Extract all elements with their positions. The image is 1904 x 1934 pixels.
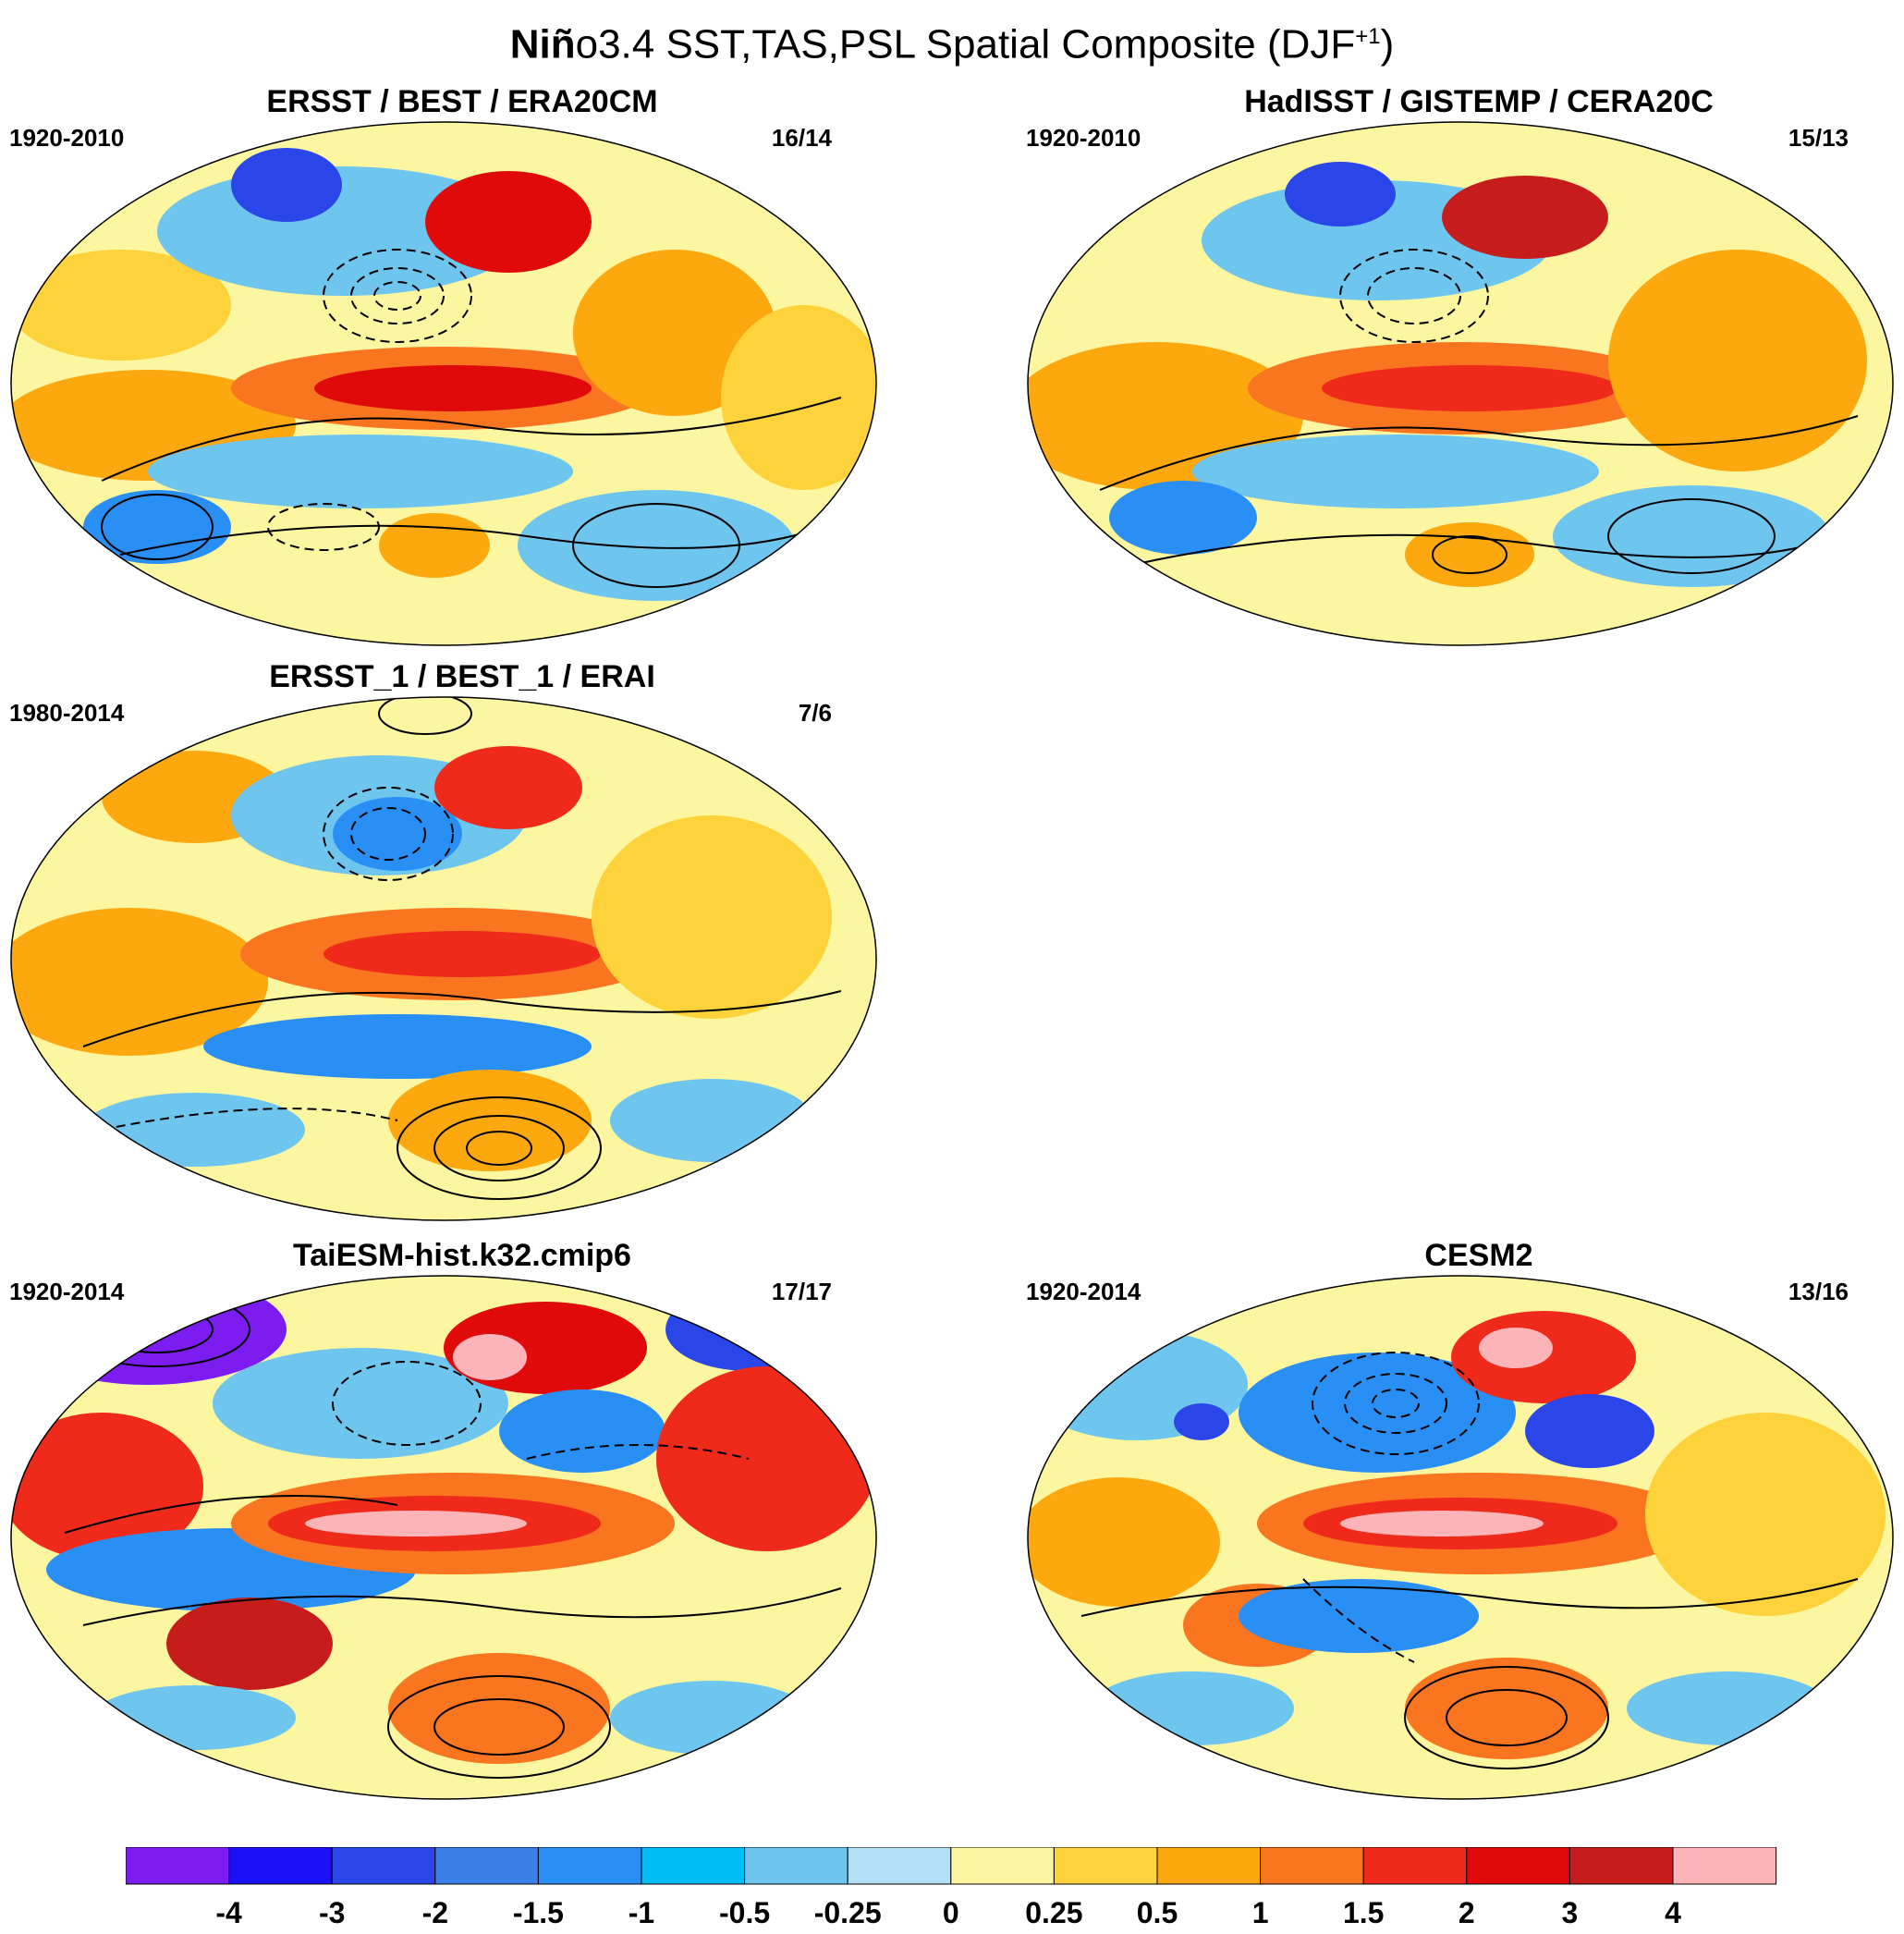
colorbar-swatch: [1362, 1847, 1468, 1885]
panel-title: ERSST / BEST / ERA20CM: [266, 84, 658, 119]
colorbar-tick-label: 0.5: [1137, 1896, 1178, 1929]
title-close: ): [1380, 21, 1395, 67]
panel-count: 7/6: [798, 699, 832, 727]
map-panel-3: ERSST_1 / BEST_1 / ERAI 1980-2014 7/6: [0, 658, 924, 1231]
world-map-composite: [1027, 121, 1894, 646]
colorbar-swatch: [847, 1847, 952, 1885]
colorbar-swatch: [1053, 1847, 1158, 1885]
colorbar-tick-label: -1.5: [513, 1896, 564, 1929]
world-map-composite: [1027, 1275, 1894, 1800]
colorbar-swatch: [434, 1847, 539, 1885]
panel-period: 1920-2014: [1026, 1278, 1141, 1305]
title-superscript: +1: [1355, 24, 1381, 49]
colorbar-tick-label: -0.25: [814, 1896, 882, 1929]
panel-title: CESM2: [1424, 1238, 1533, 1273]
world-map-composite: [10, 696, 877, 1221]
panel-period: 1920-2010: [9, 124, 125, 152]
panel-title: TaiESM-hist.k32.cmip6: [293, 1238, 631, 1273]
panel-period: 1920-2010: [1026, 124, 1141, 152]
colorbar-swatch: [1466, 1847, 1570, 1885]
colorbar-tick-label: 3: [1562, 1896, 1579, 1929]
colorbar-tick-label: 1: [1252, 1896, 1269, 1929]
colorbar-swatch: [537, 1847, 642, 1885]
colorbar-tick-label: -3: [319, 1896, 345, 1929]
colorbar-tick-label: -1: [629, 1896, 654, 1929]
colorbar-tick-label: -0.5: [719, 1896, 770, 1929]
colorbar-swatch: [641, 1847, 746, 1885]
panel-title: ERSST_1 / BEST_1 / ERAI: [269, 659, 655, 694]
colorbar-tick-label: 0: [943, 1896, 959, 1929]
panel-title: HadISST / GISTEMP / CERA20C: [1244, 84, 1714, 119]
colorbar-tick-label: 0.25: [1025, 1896, 1082, 1929]
colorbar-tick-label: -4: [215, 1896, 242, 1929]
colorbar-swatch: [1568, 1847, 1674, 1885]
colorbar-swatch: [1672, 1847, 1777, 1885]
map-panel-2: HadISST / GISTEMP / CERA20C 1920-2010 15…: [1017, 83, 1904, 656]
title-rest: o3.4 SST,TAS,PSL Spatial Composite (DJF: [575, 21, 1356, 67]
colorbar-tick-label: 2: [1459, 1896, 1475, 1929]
colorbar-swatch: [1260, 1847, 1364, 1885]
colorbar-tick-label: -2: [422, 1896, 448, 1929]
world-map-composite: [10, 1275, 877, 1800]
colorbar-tick-label: 4: [1665, 1896, 1681, 1929]
panel-count: 16/14: [771, 124, 832, 152]
world-map-composite: [10, 121, 877, 646]
panel-period: 1980-2014: [9, 699, 125, 727]
colorbar-swatch: [1156, 1847, 1262, 1885]
map-panel-4: TaiESM-hist.k32.cmip6 1920-2014 17/17: [0, 1237, 924, 1810]
colorbar-swatch: [331, 1847, 436, 1885]
colorbar-swatch: [950, 1847, 1055, 1885]
map-panel-1: ERSST / BEST / ERA20CM 1920-2010 16/14: [0, 83, 924, 656]
panel-count: 13/16: [1788, 1278, 1849, 1305]
colorbar-swatch: [744, 1847, 848, 1885]
figure-title: Niño3.4 SST,TAS,PSL Spatial Composite (D…: [0, 13, 1904, 69]
map-panel-5: CESM2 1920-2014 13/16: [1017, 1237, 1904, 1810]
colorbar-tick-label: 1.5: [1343, 1896, 1384, 1929]
title-bold-part: Niñ: [509, 21, 576, 67]
panel-count: 15/13: [1788, 124, 1849, 152]
colorbar-swatch: [126, 1847, 230, 1885]
panel-period: 1920-2014: [9, 1278, 125, 1305]
panel-count: 17/17: [771, 1278, 832, 1305]
colorbar: -4 -3 -2 -1.5 -1 -0.5 -0.25 0 0.25 0.5 1 1.5 2 3 4: [126, 1847, 1777, 1929]
colorbar-swatch: [228, 1847, 333, 1885]
